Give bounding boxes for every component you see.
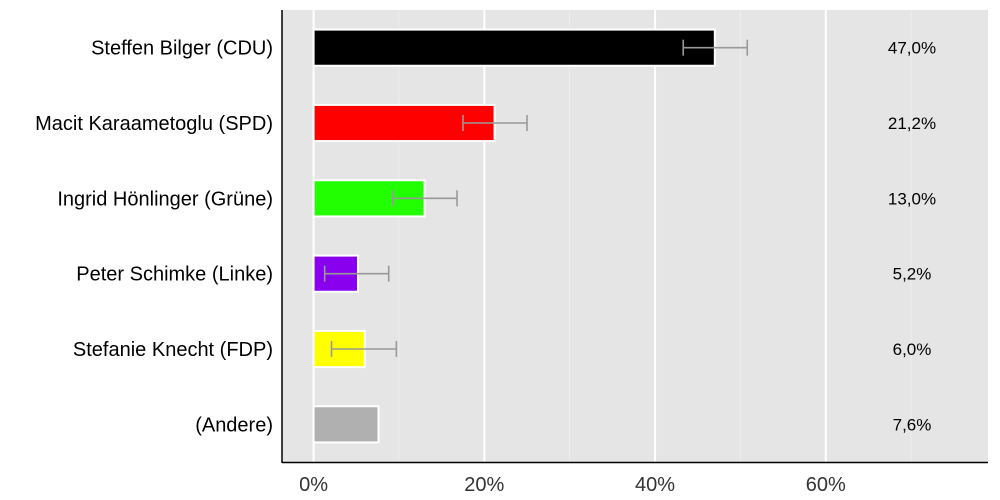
x-tick-label: 60% bbox=[806, 474, 846, 496]
plot-background bbox=[282, 10, 988, 462]
category-label: Stefanie Knecht (FDP) bbox=[73, 339, 273, 361]
x-tick-label: 0% bbox=[299, 474, 328, 496]
x-tick-label: 20% bbox=[464, 474, 504, 496]
category-label: Macit Karaametoglu (SPD) bbox=[35, 113, 273, 135]
bar bbox=[312, 28, 716, 67]
error-bars bbox=[323, 39, 749, 357]
value-label: 13,0% bbox=[888, 189, 936, 208]
grid bbox=[312, 10, 912, 462]
value-label: 6,0% bbox=[893, 340, 932, 359]
value-label: 21,2% bbox=[888, 114, 936, 133]
x-ticks: 0% 20% 40% 60% bbox=[299, 474, 846, 496]
value-label: 47,0% bbox=[888, 39, 936, 58]
category-label: Steffen Bilger (CDU) bbox=[91, 38, 273, 60]
value-label: 7,6% bbox=[893, 415, 932, 434]
category-label: Ingrid Hönlinger (Grüne) bbox=[57, 188, 273, 210]
bar bbox=[312, 405, 380, 444]
bars bbox=[312, 28, 716, 444]
value-labels: 47,0% 21,2% 13,0% 5,2% 6,0% 7,6% bbox=[888, 39, 936, 435]
category-label: Peter Schimke (Linke) bbox=[76, 264, 273, 286]
x-tick-label: 40% bbox=[635, 474, 675, 496]
value-label: 5,2% bbox=[893, 265, 932, 284]
category-labels: Steffen Bilger (CDU) Macit Karaametoglu (… bbox=[35, 38, 273, 437]
category-label: (Andere) bbox=[195, 414, 273, 436]
